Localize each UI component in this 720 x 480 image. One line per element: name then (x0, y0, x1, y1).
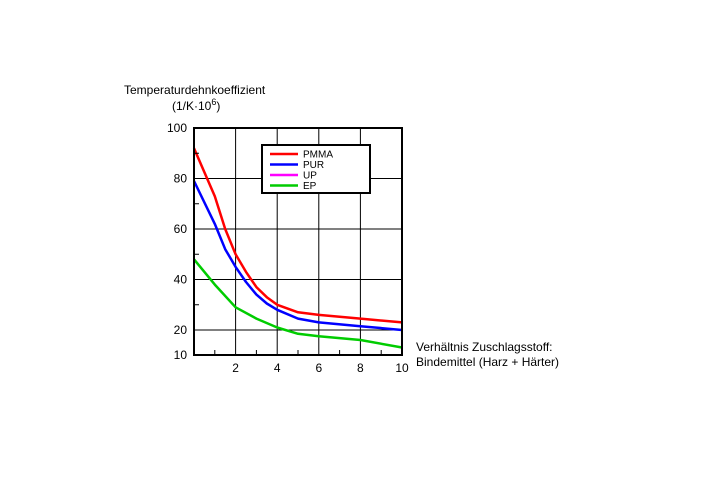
x-tick-label: 2 (232, 361, 239, 375)
legend-label-pur: PUR (303, 160, 324, 171)
y-tick-label: 40 (174, 273, 188, 287)
legend-label-pmma: PMMA (303, 150, 333, 161)
axis-ticks: 2 4 6 8 10 10 20 40 60 80 100 (167, 121, 409, 375)
x-tick-label: 4 (274, 361, 281, 375)
x-tick-label: 10 (395, 361, 409, 375)
y-axis-title: Temperaturdehnkoeffizient (124, 83, 266, 97)
y-tick-label: 80 (174, 172, 188, 186)
legend-label-up: UP (303, 171, 317, 182)
series-line-pmma (192, 147, 403, 324)
series-line-ep (193, 258, 403, 349)
x-axis-title-line1: Verhältnis Zuschlagsstoff: (416, 340, 553, 354)
y-axis-unit: (1/K·106) (172, 97, 220, 113)
series-lines (192, 147, 403, 349)
y-tick-label: 60 (174, 222, 188, 236)
y-tick-label: 10 (174, 348, 188, 362)
x-axis-title-line2: Bindemittel (Harz + Härter) (416, 355, 559, 369)
legend-label-ep: EP (303, 181, 317, 192)
series-line-pur (192, 180, 403, 332)
y-tick-label: 100 (167, 121, 187, 135)
x-tick-label: 8 (357, 361, 364, 375)
x-tick-label: 6 (315, 361, 322, 375)
y-tick-label: 20 (174, 323, 188, 337)
